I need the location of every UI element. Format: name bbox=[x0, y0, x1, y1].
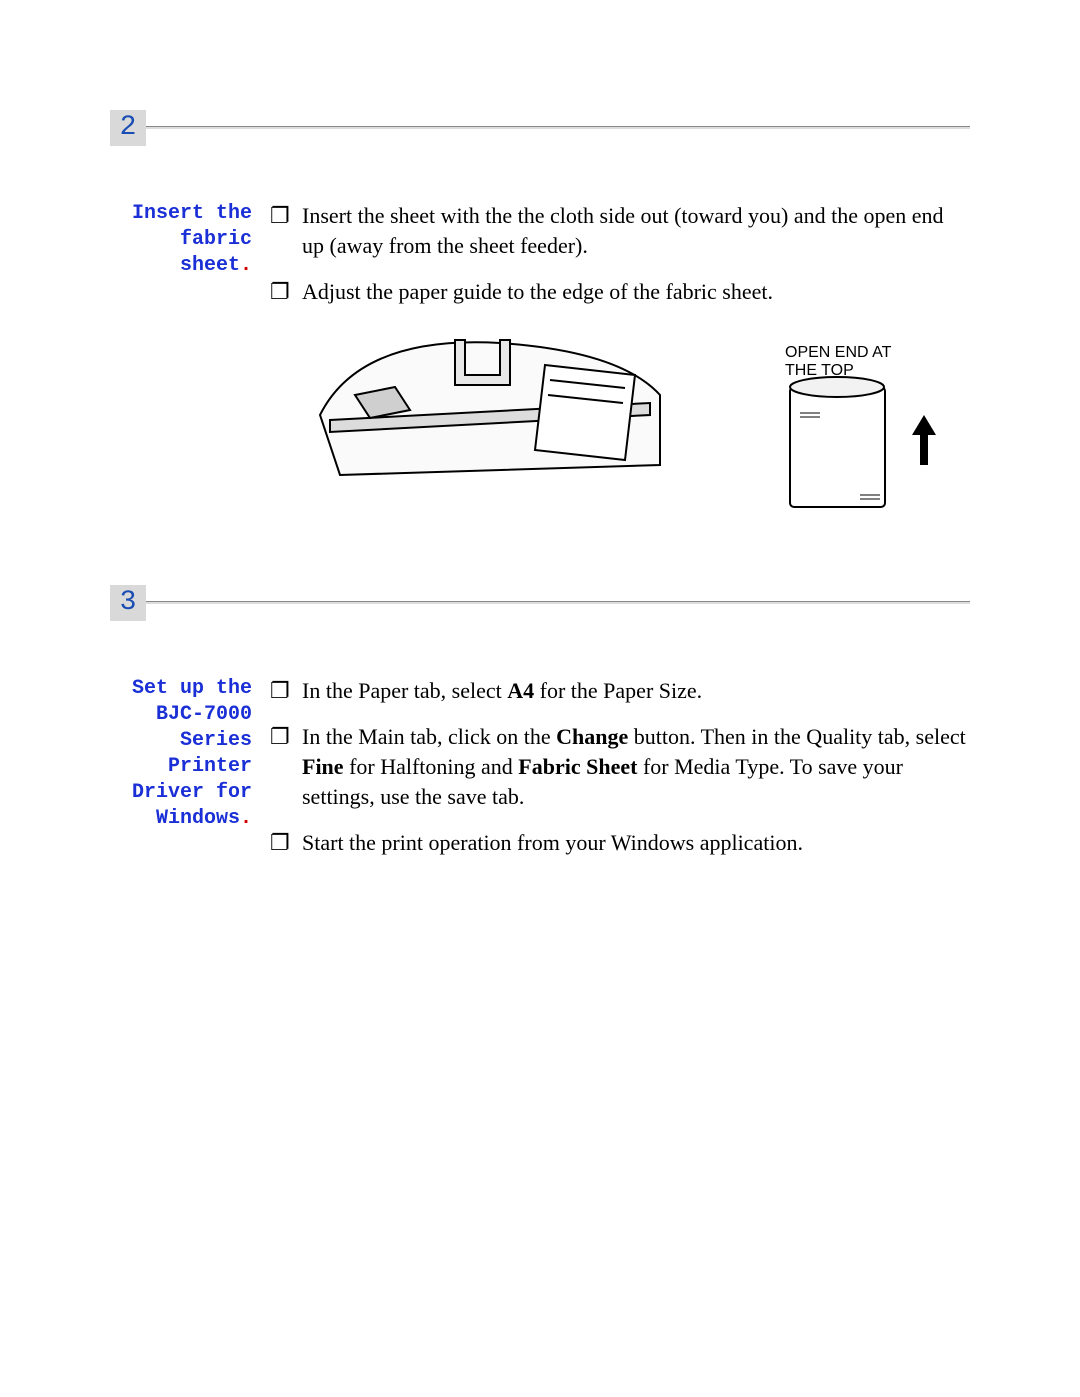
step-3-side-label-blue: Set up the BJC-7000 Series Printer Drive… bbox=[132, 677, 252, 830]
step-2-header: 2 bbox=[110, 110, 970, 146]
illus-label-line2: THE TOP bbox=[785, 362, 854, 379]
step-2: 2 Insert the fabric sheet. ❐ Insert the … bbox=[110, 110, 970, 525]
step-3-number: 3 bbox=[110, 585, 146, 621]
bullet-text: In the Main tab, click on the Change but… bbox=[302, 722, 970, 812]
checkbox-icon: ❐ bbox=[270, 277, 302, 307]
checkbox-icon: ❐ bbox=[270, 201, 302, 231]
step-3-header: 3 bbox=[110, 585, 970, 621]
step-3-rule bbox=[146, 585, 970, 621]
bullet-row: ❐ In the Paper tab, select A4 for the Pa… bbox=[270, 676, 970, 706]
checkbox-icon: ❐ bbox=[270, 676, 302, 706]
step-3-body: ❐ In the Paper tab, select A4 for the Pa… bbox=[270, 676, 970, 874]
step-2-content: Insert the fabric sheet. ❐ Insert the sh… bbox=[110, 201, 970, 525]
step-3: 3 Set up the BJC-7000 Series Printer Dri… bbox=[110, 585, 970, 874]
step-2-side-label: Insert the fabric sheet. bbox=[110, 201, 270, 279]
step-3-content: Set up the BJC-7000 Series Printer Drive… bbox=[110, 676, 970, 874]
bullet-row: ❐ In the Main tab, click on the Change b… bbox=[270, 722, 970, 812]
step-2-body: ❐ Insert the sheet with the the cloth si… bbox=[270, 201, 970, 525]
step-3-side-label-dot: . bbox=[240, 807, 252, 830]
page: 2 Insert the fabric sheet. ❐ Insert the … bbox=[0, 0, 1080, 1397]
step-2-rule bbox=[146, 110, 970, 146]
bullet-row: ❐ Insert the sheet with the the cloth si… bbox=[270, 201, 970, 261]
bullet-row: ❐ Adjust the paper guide to the edge of … bbox=[270, 277, 970, 307]
step-3-side-label: Set up the BJC-7000 Series Printer Drive… bbox=[110, 676, 270, 832]
bullet-text: Start the print operation from your Wind… bbox=[302, 828, 970, 858]
bullet-text: Insert the sheet with the the cloth side… bbox=[302, 201, 970, 261]
step-2-number: 2 bbox=[110, 110, 146, 146]
illus-label-line1: OPEN END AT bbox=[785, 344, 892, 361]
bullet-text: Adjust the paper guide to the edge of th… bbox=[302, 277, 970, 307]
bullet-row: ❐ Start the print operation from your Wi… bbox=[270, 828, 970, 858]
checkbox-icon: ❐ bbox=[270, 828, 302, 858]
bullet-text: In the Paper tab, select A4 for the Pape… bbox=[302, 676, 970, 706]
step-2-side-label-dot: . bbox=[240, 254, 252, 277]
fabric-sheet-illustration: OPEN END AT THE TOP bbox=[300, 325, 970, 525]
checkbox-icon: ❐ bbox=[270, 722, 302, 752]
step-2-side-label-blue: Insert the fabric sheet bbox=[132, 202, 252, 277]
